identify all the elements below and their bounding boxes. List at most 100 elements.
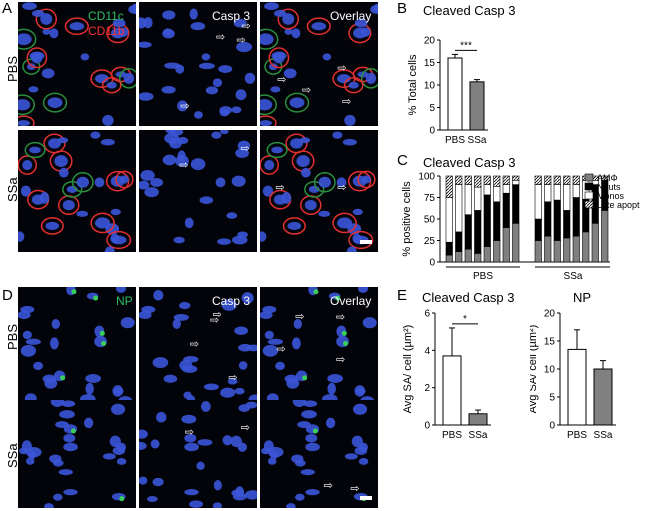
y-axis-label: % Total cells <box>407 54 419 115</box>
nucleus <box>59 410 75 419</box>
nucleus <box>332 131 343 139</box>
cell-outline <box>24 141 46 159</box>
scale-bar <box>360 240 372 244</box>
y-tick-label: 0 <box>424 421 430 432</box>
bar-segment <box>572 197 580 237</box>
bar-segment <box>572 235 580 263</box>
legend-label: Monos <box>597 191 625 201</box>
nucleus <box>362 317 377 329</box>
y-tick-label: 5 <box>549 393 555 404</box>
nucleus <box>354 18 368 28</box>
nucleus <box>290 138 303 149</box>
np-signal <box>99 330 105 336</box>
nucleus <box>22 159 33 171</box>
nucleus <box>237 442 247 452</box>
cell-outline <box>360 68 378 89</box>
nucleus <box>147 495 158 503</box>
cell-outline <box>18 28 37 50</box>
nucleus <box>139 476 148 485</box>
nucleus <box>264 2 279 10</box>
nucleus <box>111 235 127 245</box>
y-tick-label: 2 <box>424 383 430 394</box>
nucleus <box>325 417 336 429</box>
nucleus <box>59 167 69 178</box>
np-signal <box>312 428 318 434</box>
nucleus <box>231 106 242 114</box>
bar-segment <box>464 184 472 215</box>
group-label: SSa <box>564 271 583 282</box>
nucleus <box>172 318 181 330</box>
cell-outline <box>101 76 122 94</box>
bar-segment <box>534 240 542 263</box>
np-signal <box>71 289 77 295</box>
cell-outline <box>42 92 68 113</box>
micrograph-tile: ⇨ ⇨ ⇨ ⇨ <box>139 287 257 411</box>
bar-segment <box>534 184 542 220</box>
nucleus <box>48 138 61 149</box>
bar-segment <box>502 184 510 194</box>
nucleus <box>197 439 213 446</box>
bar-segment <box>445 175 453 198</box>
label-overlay-a: Overlay <box>330 9 372 23</box>
cell-outline <box>343 76 364 94</box>
cell-outline <box>332 212 357 234</box>
bar <box>468 413 488 426</box>
cell-outline <box>306 17 331 36</box>
y-tick-label: 20 <box>544 309 556 320</box>
nucleus <box>62 199 75 211</box>
nucleus <box>357 287 369 293</box>
y-tick-label: 10 <box>424 81 436 92</box>
nucleus <box>238 343 253 352</box>
nucleus <box>273 9 287 17</box>
nucleus <box>123 72 135 84</box>
nucleus <box>287 221 302 230</box>
np-signal <box>101 340 107 346</box>
nucleus <box>39 191 50 204</box>
cell-outline <box>106 230 132 250</box>
bar-segment <box>544 184 552 203</box>
cell-outline <box>18 155 38 175</box>
group-label: PBS <box>473 271 493 282</box>
nucleus <box>31 51 43 64</box>
nucleus <box>162 154 177 166</box>
micrograph-tile: ⇨ ⇨ <box>260 400 378 508</box>
np-signal <box>313 289 319 295</box>
x-tick-label: SSa <box>594 430 613 441</box>
nucleus <box>177 100 188 112</box>
nucleus <box>235 148 249 159</box>
bar-segment <box>534 175 542 185</box>
nucleus <box>61 400 76 407</box>
nucleus <box>237 140 251 151</box>
nucleus <box>177 150 186 162</box>
cell-outline <box>260 28 279 50</box>
x-tick-label: SSa <box>468 135 487 146</box>
nucleus <box>25 338 41 345</box>
nucleus <box>52 459 64 467</box>
legend-label: AMΦ <box>597 173 618 183</box>
panel-label-c: C <box>397 152 408 169</box>
panel-b-title: Cleaved Casp 3 <box>423 3 516 18</box>
nucleus <box>305 489 320 496</box>
nucleus <box>327 382 336 395</box>
nucleus <box>18 99 31 111</box>
nucleus <box>18 33 32 46</box>
cell-outline <box>260 155 280 175</box>
nucleus <box>184 489 199 496</box>
nucleus <box>194 111 203 119</box>
nucleus <box>231 175 246 187</box>
bar-segment <box>563 210 571 239</box>
nucleus <box>25 457 35 465</box>
nucleus <box>20 185 32 197</box>
nucleus <box>352 403 368 415</box>
nucleus <box>220 130 229 135</box>
nucleus <box>54 155 68 168</box>
scale-bar <box>360 496 372 500</box>
nucleus <box>344 453 358 460</box>
bar-segment <box>493 186 501 203</box>
nucleus <box>219 109 230 117</box>
micrograph-tile: ⇨ ⇨ ⇨ ⇨ <box>139 2 257 126</box>
bar-segment <box>474 175 482 188</box>
nucleus <box>94 177 105 188</box>
cell-outline <box>348 230 374 250</box>
nucleus <box>104 246 115 252</box>
